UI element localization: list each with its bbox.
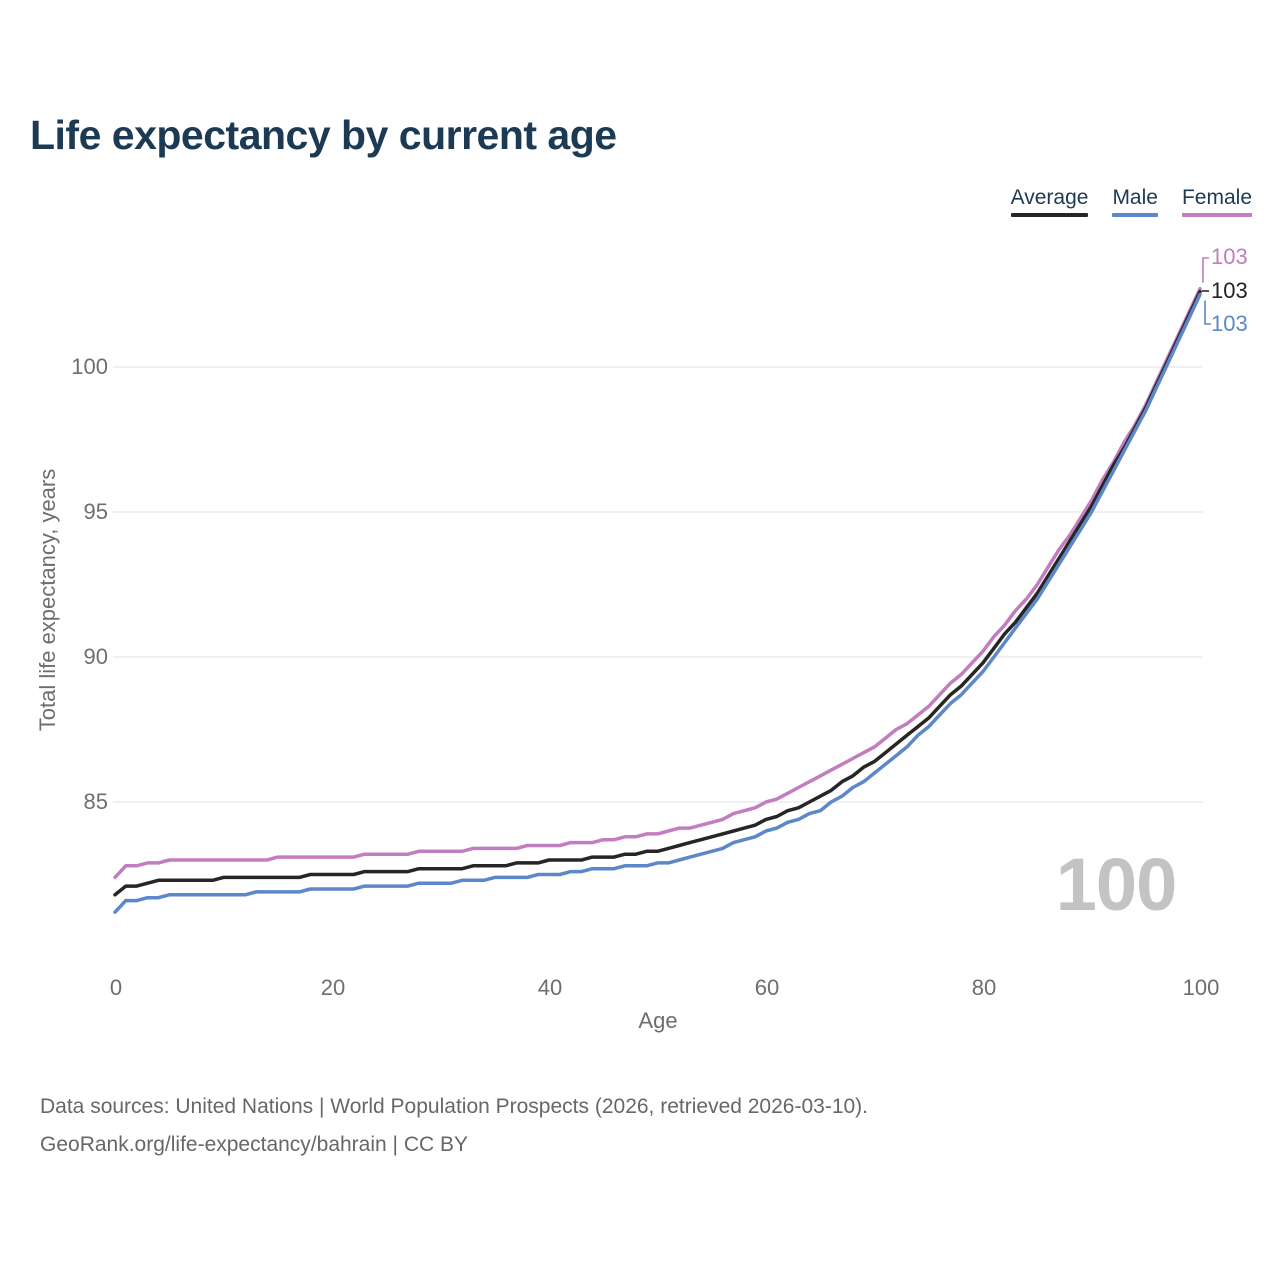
legend-swatch-average (1010, 213, 1089, 217)
series-line-average (113, 289, 1202, 897)
footer-attribution-line: GeoRank.org/life-expectancy/bahrain | CC… (40, 1133, 468, 1156)
end-connector-female (1202, 257, 1209, 283)
x-axis-title: Age (638, 1008, 678, 1033)
end-label-female: 103 (1211, 244, 1248, 269)
legend-swatch-female (1181, 213, 1252, 217)
y-axis-title: Total life expectancy, years (35, 468, 60, 732)
x-tick-60: 60 (754, 975, 780, 1000)
y-tick-100: 100 (71, 354, 108, 379)
end-label-male: 103 (1211, 311, 1248, 336)
legend-label-male: Male (1112, 186, 1158, 209)
x-tick-20: 20 (320, 975, 346, 1000)
series-line-male (113, 292, 1202, 914)
y-tick-85: 85 (83, 789, 108, 814)
x-tick-100: 100 (1182, 975, 1220, 1000)
legend-item-female[interactable]: Female (1181, 186, 1252, 217)
legend-label-average: Average (1010, 186, 1089, 209)
series-line-female (113, 286, 1202, 880)
legend-swatch-male (1112, 213, 1158, 217)
y-tick-90: 90 (83, 644, 108, 669)
footer: Data sources: United Nations | World Pop… (40, 1088, 1240, 1164)
watermark-age: 100 (1055, 843, 1177, 926)
legend: Average Male Female (1010, 186, 1252, 217)
legend-item-average[interactable]: Average (1010, 186, 1089, 217)
x-tick-0: 0 (109, 975, 123, 1000)
footer-source-line: Data sources: United Nations | World Pop… (40, 1095, 869, 1118)
legend-label-female: Female (1181, 186, 1252, 209)
legend-item-male[interactable]: Male (1112, 186, 1158, 217)
x-tick-40: 40 (537, 975, 563, 1000)
page-title: Life expectancy by current age (30, 112, 617, 158)
y-tick-95: 95 (83, 499, 108, 524)
x-tick-80: 80 (971, 975, 997, 1000)
end-label-average: 103 (1211, 278, 1248, 303)
end-connector-male (1204, 300, 1211, 325)
